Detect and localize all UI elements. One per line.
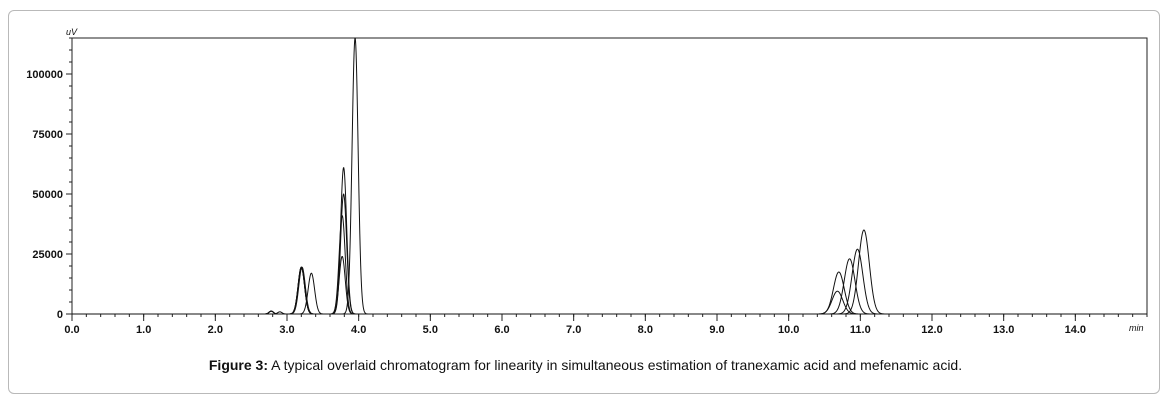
x-tick-label-5: 5.0 <box>423 324 438 336</box>
y-unit-label: uV <box>66 27 78 37</box>
x-tick-label-6: 6.0 <box>494 324 509 336</box>
x-tick-label-3: 3.0 <box>279 324 294 336</box>
figure-caption: Figure 3: A typical overlaid chromatogra… <box>0 357 1171 373</box>
y-axis: 0 25000 50000 75000 100000 <box>26 37 72 321</box>
x-unit-label: min <box>1129 323 1144 333</box>
x-tick-label-0: 0.0 <box>64 324 79 336</box>
y-tick-label-0: 0 <box>57 309 63 321</box>
y-tick-label-2: 50000 <box>32 189 63 201</box>
caption-label: Figure 3: <box>208 357 268 373</box>
x-tick-label-11: 11.0 <box>850 324 871 336</box>
caption-text: A typical overlaid chromatogram for line… <box>268 357 963 373</box>
figure-frame <box>8 10 1160 394</box>
trace-2 <box>72 193 1147 315</box>
y-tick-label-3: 75000 <box>32 129 63 141</box>
x-tick-label-1: 1.0 <box>136 324 151 336</box>
chromatogram-traces <box>72 37 1147 315</box>
x-tick-label-14: 14.0 <box>1065 324 1086 336</box>
x-tick-label-4: 4.0 <box>351 324 366 336</box>
x-tick-label-8: 8.0 <box>638 324 653 336</box>
x-tick-label-9: 9.0 <box>709 324 724 336</box>
y-tick-label-4: 100000 <box>26 69 63 81</box>
x-tick-label-7: 7.0 <box>566 324 581 336</box>
trace-0 <box>72 255 1147 315</box>
plot-area <box>71 37 1148 315</box>
x-axis: 0.0 1.0 2.0 3.0 4.0 5.0 6.0 7.0 8.0 9.0 10.0 11.0 12… <box>64 314 1148 336</box>
x-tick-label-12: 12.0 <box>921 324 942 336</box>
trace-1 <box>72 215 1147 315</box>
x-tick-label-13: 13.0 <box>993 324 1014 336</box>
y-tick-label-1: 25000 <box>32 249 63 261</box>
x-tick-label-2: 2.0 <box>208 324 223 336</box>
trace-3 <box>72 167 1147 315</box>
x-tick-label-10: 10.0 <box>778 324 799 336</box>
trace-4 <box>72 37 1147 315</box>
